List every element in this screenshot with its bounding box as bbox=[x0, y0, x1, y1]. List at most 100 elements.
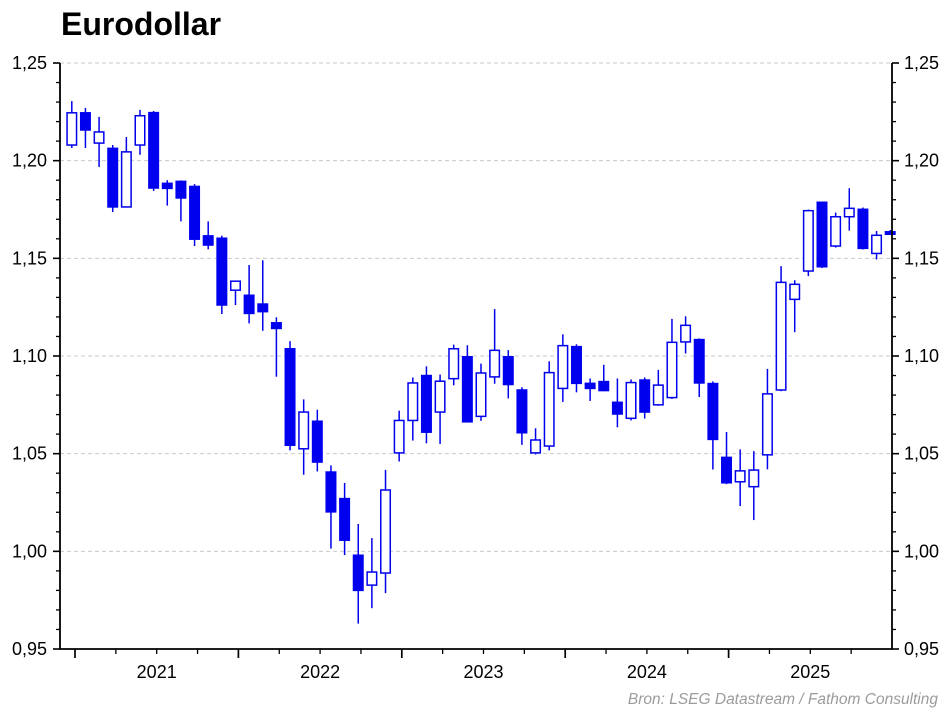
candle-body bbox=[871, 234, 883, 255]
candle-body bbox=[134, 114, 146, 146]
candle-2021-03 bbox=[107, 145, 119, 213]
y-axis-label-left: 1,10 bbox=[12, 346, 47, 366]
candle-body bbox=[761, 393, 773, 456]
x-axis-year-label: 2023 bbox=[463, 662, 503, 682]
candle-2022-04 bbox=[284, 341, 296, 451]
candle-2022-03 bbox=[270, 317, 282, 377]
candle-2024-10 bbox=[693, 338, 705, 398]
candle-2024-07 bbox=[652, 369, 664, 406]
candle-body bbox=[734, 470, 746, 483]
candle-body bbox=[598, 380, 610, 392]
candle-body bbox=[229, 280, 241, 291]
y-axis-label-right: 1,25 bbox=[904, 53, 939, 73]
candle-body bbox=[148, 111, 160, 189]
candle-body bbox=[107, 147, 119, 208]
candle-body bbox=[339, 497, 351, 541]
candle-body bbox=[202, 235, 214, 246]
candle-body bbox=[461, 356, 473, 423]
y-axis-label-right: 1,15 bbox=[904, 248, 939, 268]
candle-2025-09 bbox=[843, 188, 855, 231]
candle-2025-11 bbox=[871, 230, 883, 260]
candle-body bbox=[243, 294, 255, 315]
candle-2022-02 bbox=[257, 260, 269, 331]
candle-2022-07 bbox=[325, 465, 337, 549]
candle-body bbox=[393, 419, 405, 454]
candle-2022-10 bbox=[366, 538, 378, 609]
candle-2023-12 bbox=[557, 334, 569, 402]
candle-2024-02 bbox=[584, 378, 596, 401]
candle-2022-01 bbox=[243, 264, 255, 324]
candle-body bbox=[311, 420, 323, 463]
candle-2024-09 bbox=[680, 316, 692, 354]
candle-body bbox=[257, 303, 269, 313]
candle-2021-05 bbox=[134, 109, 146, 155]
candle-body bbox=[639, 379, 651, 413]
candle-body bbox=[570, 345, 582, 385]
candle-body bbox=[748, 469, 760, 488]
candle-2022-06 bbox=[311, 409, 323, 472]
candle-2024-11 bbox=[707, 381, 719, 470]
candle-2024-06 bbox=[639, 377, 651, 419]
candle-body bbox=[420, 374, 432, 433]
candle-body bbox=[407, 382, 419, 422]
candle-body bbox=[502, 356, 514, 386]
candle-2020-12 bbox=[66, 101, 78, 148]
candle-body bbox=[543, 371, 555, 447]
y-axis-label-left: 1,15 bbox=[12, 248, 47, 268]
candle-2021-10 bbox=[202, 221, 214, 250]
candle-body bbox=[120, 151, 132, 208]
x-axis-year-label: 2022 bbox=[300, 662, 340, 682]
candle-2022-08 bbox=[339, 482, 351, 556]
candle-2025-10 bbox=[857, 207, 869, 250]
y-axis-label-left: 1,05 bbox=[12, 444, 47, 464]
x-axis-year-label: 2021 bbox=[137, 662, 177, 682]
candle-2024-05 bbox=[625, 379, 637, 421]
candle-body bbox=[366, 571, 378, 586]
candle-body bbox=[721, 456, 733, 484]
candle-2021-01 bbox=[79, 107, 91, 148]
candle-body bbox=[298, 411, 310, 450]
y-axis-label-right: 1,10 bbox=[904, 346, 939, 366]
candle-2021-08 bbox=[175, 180, 187, 222]
candle-2023-10 bbox=[530, 428, 542, 455]
candle-body bbox=[489, 349, 501, 378]
candle-body bbox=[161, 182, 173, 190]
x-axis-year-label: 2025 bbox=[790, 662, 830, 682]
y-axis-label-right: 1,20 bbox=[904, 151, 939, 171]
candle-body bbox=[843, 207, 855, 218]
candle-2023-09 bbox=[516, 387, 528, 445]
y-axis-label-left: 0,95 bbox=[12, 639, 47, 659]
candle-body bbox=[216, 237, 228, 306]
candle-body bbox=[380, 489, 392, 574]
candle-body bbox=[66, 112, 78, 146]
candle-body bbox=[816, 201, 828, 268]
candle-2021-12 bbox=[229, 280, 241, 306]
candle-body bbox=[775, 281, 787, 391]
candle-body bbox=[475, 372, 487, 418]
candle-2024-08 bbox=[666, 318, 678, 399]
candle-2023-01 bbox=[407, 377, 419, 441]
candle-body bbox=[611, 401, 623, 415]
candle-2025-06 bbox=[802, 209, 814, 277]
candle-2024-12 bbox=[721, 431, 733, 485]
candle-2021-02 bbox=[93, 116, 105, 167]
y-axis-label-right: 0,95 bbox=[904, 639, 939, 659]
candle-body bbox=[325, 471, 337, 513]
candle-2025-08 bbox=[830, 212, 842, 248]
candle-2021-06 bbox=[148, 111, 160, 191]
candle-body bbox=[830, 215, 842, 247]
candle-2023-02 bbox=[420, 366, 432, 444]
y-axis-label-right: 1,00 bbox=[904, 541, 939, 561]
candle-2021-07 bbox=[161, 180, 173, 206]
candle-2024-04 bbox=[611, 378, 623, 428]
candle-body bbox=[666, 341, 678, 399]
candle-body bbox=[693, 338, 705, 384]
candle-2021-04 bbox=[120, 137, 132, 208]
y-axis-label-left: 1,20 bbox=[12, 151, 47, 171]
candle-2025-12 bbox=[884, 230, 896, 236]
candle-2022-05 bbox=[298, 399, 310, 475]
candle-2022-11 bbox=[380, 469, 392, 594]
candle-2025-05 bbox=[789, 280, 801, 333]
candle-body bbox=[516, 389, 528, 434]
